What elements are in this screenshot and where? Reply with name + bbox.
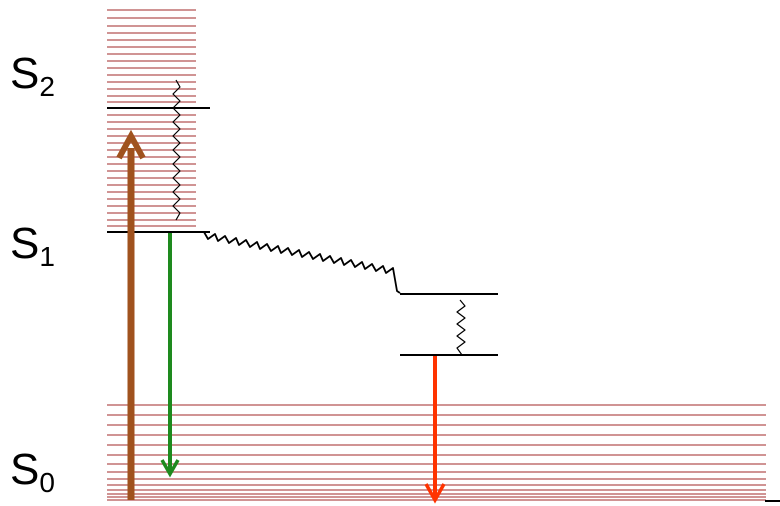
absorption-head [116,129,146,160]
s2-s1-vibrational-band [107,9,196,227]
label-s2-sub: 2 [39,71,55,102]
label-s0-sub: 0 [39,467,55,498]
label-s1-sub: 1 [39,241,55,272]
absorption-arrow [116,129,146,500]
fluorescence-head [160,459,180,478]
phosphorescence-arrow [424,356,446,504]
label-s0: S0 [10,448,55,497]
label-s2-main: S [10,49,40,98]
fluorescence-arrow [160,233,180,478]
label-s0-main: S [10,445,40,494]
triplet-relaxation-wavy [456,299,466,356]
nonradiative-transitions [172,79,466,356]
intersystem-crossing-wavy [203,231,401,294]
label-s2: S2 [10,52,55,101]
phosphorescence-head [424,483,446,504]
label-s1: S1 [10,222,55,271]
internal-conversion-wavy [172,79,181,221]
electronic-levels [107,107,780,502]
label-s1-main: S [10,219,40,268]
